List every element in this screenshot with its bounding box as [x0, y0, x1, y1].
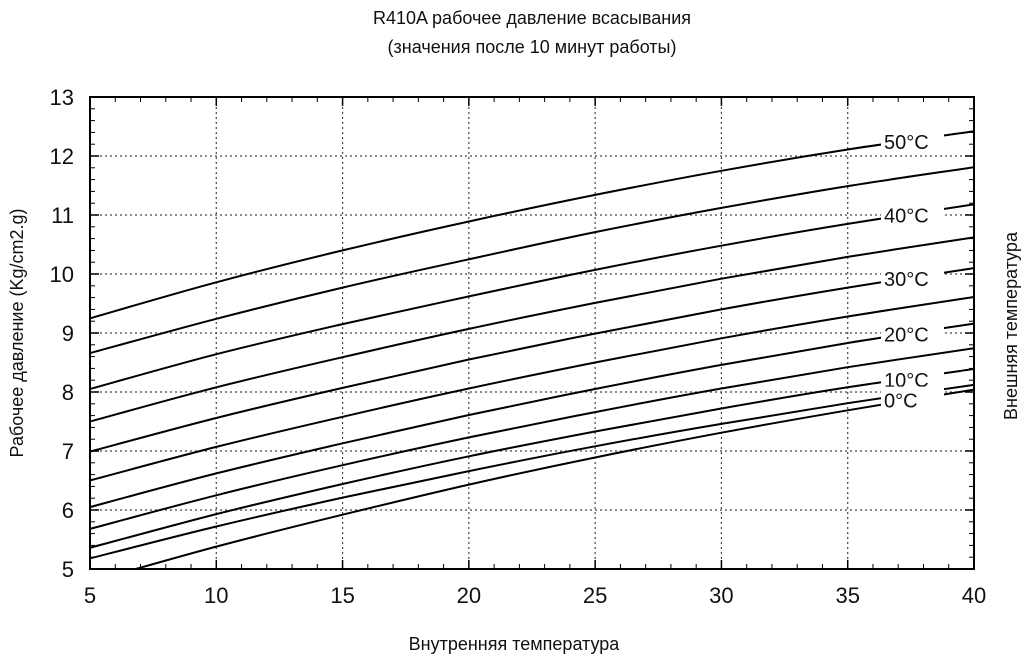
x-tick-label: 10: [204, 583, 228, 608]
series-label: 50°C: [884, 132, 929, 154]
plot-frame: [89, 96, 975, 570]
series-line-0: [90, 130, 974, 320]
y-tick-label: 10: [50, 262, 74, 287]
x-tick-label: 35: [835, 583, 859, 608]
x-tick-label: 40: [962, 583, 986, 608]
y-tick-label: 9: [62, 321, 74, 346]
series-label-backdrop: [881, 128, 944, 155]
series-line-4: [90, 267, 974, 453]
chart-subtitle: (значения после 10 минут работы): [388, 37, 677, 57]
series-line-8: [90, 368, 974, 549]
series-line-7: [90, 347, 974, 530]
x-tick-label: 30: [709, 583, 733, 608]
series-label-backdrop: [881, 320, 944, 347]
y-tick-labels: 5 6 7 8 9 10 11 12 13: [50, 85, 74, 582]
y-tick-label: 11: [51, 203, 74, 228]
chart-title: R410A рабочее давление всасывания: [373, 8, 691, 28]
series-line-1: [90, 166, 974, 355]
series-label: 40°C: [884, 205, 929, 227]
series-label-backdrop: [881, 265, 944, 292]
series-label: 20°C: [884, 325, 929, 347]
series-lines: [90, 130, 974, 569]
y-tick-label: 7: [62, 439, 74, 464]
series-line-2: [90, 203, 974, 390]
right-axis-label: Внешняя температура: [1001, 231, 1021, 420]
series-line-5: [90, 296, 974, 482]
series-label: 0°C: [884, 391, 918, 413]
series-label-backdrop: [881, 201, 944, 228]
series-labels: 50°C 40°C 30°C 20°C 10°C0°C: [881, 128, 944, 413]
series-line-10: [132, 388, 974, 569]
x-tick-label: 20: [457, 583, 481, 608]
series-line-3: [90, 236, 974, 423]
y-axis-label: Рабочее давление (Kg/cm2.g): [7, 209, 27, 458]
series-label: 30°C: [884, 269, 929, 291]
x-tick-label: 15: [330, 583, 354, 608]
x-tick-label: 25: [583, 583, 607, 608]
x-tick-label: 5: [84, 583, 96, 608]
x-tick-labels: 5 10 15 20 25 30 35 40: [84, 583, 986, 608]
grid-lines: [90, 97, 974, 569]
x-axis-label: Внутренняя температура: [409, 634, 621, 654]
y-tick-label: 6: [62, 498, 74, 523]
series-line-9: [90, 383, 974, 560]
y-tick-label: 5: [62, 557, 74, 582]
y-tick-label: 13: [50, 85, 74, 110]
series-line-6: [90, 322, 974, 509]
series-label-backdrop: [881, 386, 944, 413]
y-tick-label: 12: [50, 144, 74, 169]
y-tick-label: 8: [62, 380, 74, 405]
series-label: 10°C: [884, 370, 929, 392]
